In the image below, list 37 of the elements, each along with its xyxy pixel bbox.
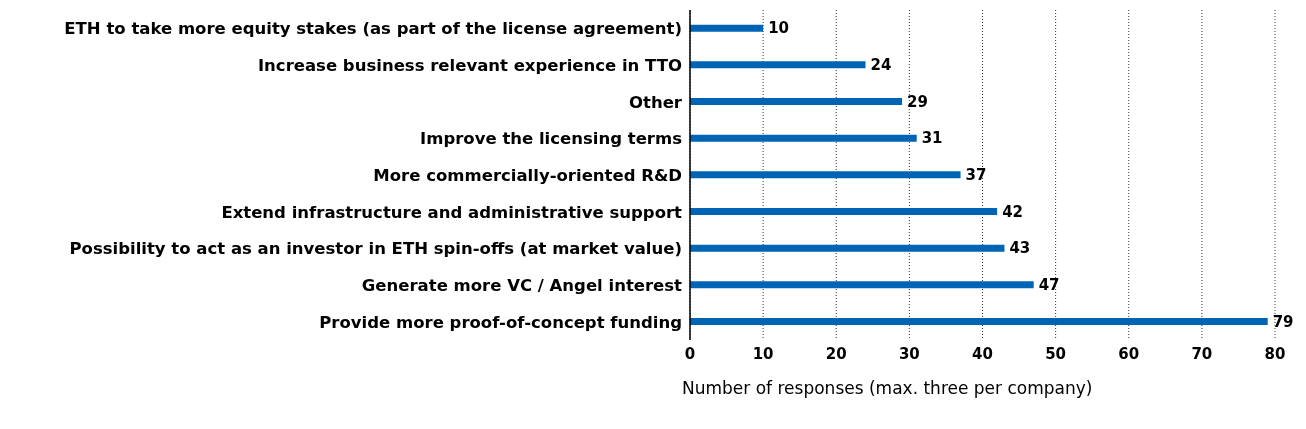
x-tick-label: 50 (1045, 344, 1067, 363)
bar (690, 244, 1005, 252)
data-label: 43 (1009, 239, 1031, 258)
bar (690, 281, 1034, 289)
bar (690, 134, 917, 142)
bar (690, 98, 903, 105)
bar (690, 318, 1268, 325)
data-label: 37 (965, 166, 987, 185)
y-tick-label: Increase business relevant experience in TTO (257, 55, 682, 75)
y-tick-label: More commercially-oriented R&D (373, 165, 682, 185)
x-tick-label: 0 (684, 344, 696, 363)
bar (690, 24, 764, 32)
data-label: 42 (1002, 202, 1023, 221)
x-tick-label: 40 (972, 344, 993, 363)
x-tick-label: 30 (898, 344, 920, 363)
data-label: 47 (1038, 276, 1060, 295)
y-tick-label: Other (629, 92, 683, 112)
x-tick-label: 60 (1118, 344, 1140, 363)
y-tick-label: Extend infrastructure and administrative support (221, 202, 683, 222)
bar (690, 61, 866, 69)
x-tick-label: 10 (752, 344, 774, 363)
x-tick-label: 80 (1264, 344, 1286, 363)
bar (690, 171, 961, 179)
x-axis-title: Number of responses (max. three per company) (682, 378, 1093, 398)
y-tick-label: Improve the licensing terms (420, 129, 683, 149)
y-tick-label: Possibility to act as an investor in ETH spin-offs (at market value) (69, 239, 682, 259)
data-label: 79 (1272, 312, 1294, 331)
data-label: 24 (870, 56, 892, 75)
x-tick-label: 70 (1191, 344, 1213, 363)
y-tick-label: ETH to take more equity stakes (as part of the license agreement) (64, 19, 682, 39)
y-tick-label: Provide more proof-of-concept funding (319, 312, 682, 332)
data-label: 10 (768, 19, 789, 38)
y-tick-label: Generate more VC / Angel interest (361, 275, 683, 295)
data-label: 29 (907, 92, 928, 111)
bar (690, 208, 998, 215)
data-label: 31 (921, 129, 943, 148)
x-tick-label: 20 (825, 344, 847, 363)
